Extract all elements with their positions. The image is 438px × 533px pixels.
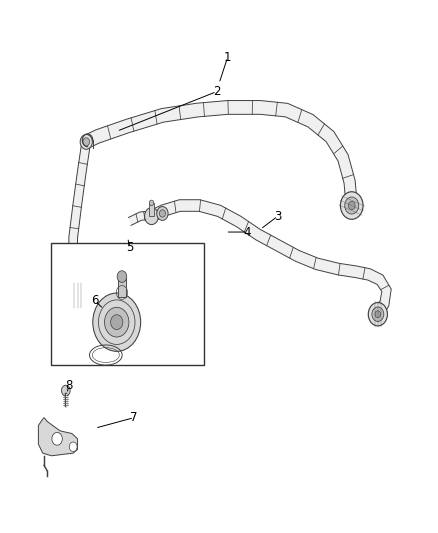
Text: 7: 7 — [131, 411, 138, 424]
Circle shape — [111, 315, 123, 329]
Text: 5: 5 — [126, 241, 134, 254]
Text: 4: 4 — [244, 225, 251, 239]
Circle shape — [80, 134, 92, 149]
Polygon shape — [128, 211, 152, 225]
Circle shape — [117, 271, 127, 282]
Text: 8: 8 — [65, 379, 73, 392]
Circle shape — [145, 208, 159, 224]
Circle shape — [159, 210, 166, 217]
Circle shape — [345, 197, 359, 214]
Circle shape — [61, 385, 70, 396]
Bar — [118, 277, 126, 297]
Polygon shape — [39, 418, 78, 456]
Circle shape — [83, 138, 90, 146]
Bar — [51, 243, 204, 365]
Circle shape — [340, 192, 363, 219]
Text: 3: 3 — [274, 209, 282, 223]
Circle shape — [348, 201, 355, 209]
Text: 1: 1 — [224, 51, 231, 63]
Text: 6: 6 — [91, 294, 99, 308]
Bar — [149, 203, 154, 216]
Circle shape — [149, 200, 154, 206]
Circle shape — [93, 293, 141, 351]
Circle shape — [52, 432, 62, 445]
Circle shape — [69, 442, 77, 451]
Circle shape — [375, 311, 381, 318]
Text: 2: 2 — [213, 85, 221, 98]
Circle shape — [75, 292, 81, 299]
Circle shape — [368, 303, 388, 326]
Polygon shape — [150, 200, 391, 318]
Circle shape — [68, 284, 87, 308]
Polygon shape — [84, 101, 357, 206]
Polygon shape — [69, 141, 91, 294]
Circle shape — [105, 308, 129, 337]
Circle shape — [157, 207, 168, 220]
Circle shape — [72, 288, 84, 303]
Circle shape — [372, 307, 384, 321]
